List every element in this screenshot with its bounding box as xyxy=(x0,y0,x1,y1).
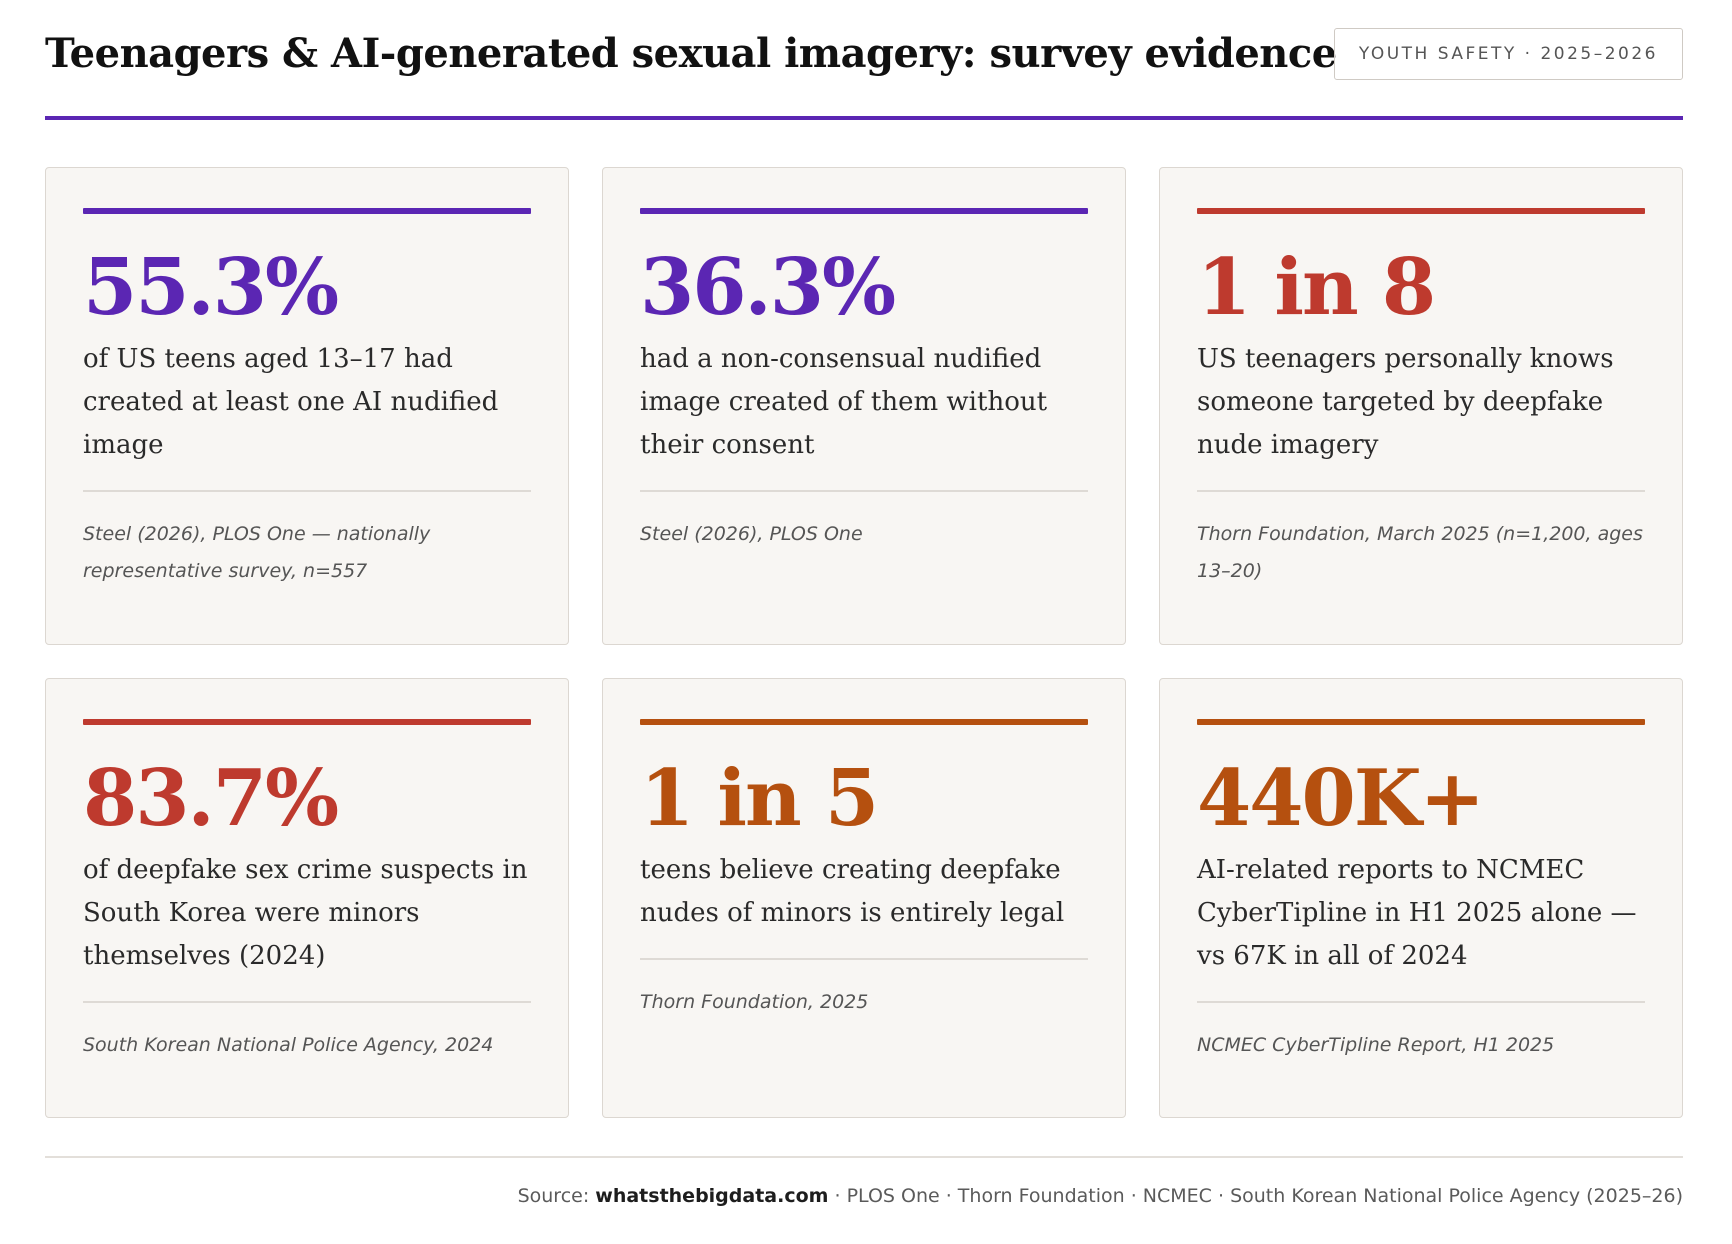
stat-card: 1 in 5 teens believe creating deepfake n… xyxy=(602,678,1126,1118)
source-site-link[interactable]: whatsthebigdata.com xyxy=(595,1185,829,1207)
stat-value: 55.3% xyxy=(83,242,339,333)
stat-source: Steel (2026), PLOS One xyxy=(640,522,863,545)
card-divider xyxy=(640,958,1088,960)
stat-description: teens believe creating deepfake nudes of… xyxy=(640,855,1065,928)
stat-description: of deepfake sex crime suspects in South … xyxy=(83,855,528,971)
card-divider xyxy=(1197,490,1645,492)
stat-description: of US teens aged 13–17 had created at le… xyxy=(83,344,499,460)
card-accent-bar xyxy=(640,208,1088,214)
stat-source: South Korean National Police Agency, 202… xyxy=(83,1033,494,1056)
stat-card: 83.7% of deepfake sex crime suspects in … xyxy=(45,678,569,1118)
stat-description: AI-related reports to NCMEC CyberTipline… xyxy=(1197,855,1637,971)
card-accent-bar xyxy=(1197,719,1645,725)
stat-source: Thorn Foundation, March 2025 (n=1,200, a… xyxy=(1197,522,1643,582)
card-accent-bar xyxy=(83,208,531,214)
stat-value: 1 in 5 xyxy=(640,753,879,844)
card-accent-bar xyxy=(1197,208,1645,214)
card-divider xyxy=(83,1001,531,1003)
stat-value: 36.3% xyxy=(640,242,896,333)
stat-value: 1 in 8 xyxy=(1197,242,1436,333)
stat-value: 440K+ xyxy=(1197,753,1485,844)
stat-card: 1 in 8 US teenagers personally knows som… xyxy=(1159,167,1683,645)
stat-card: 36.3% had a non-consensual nudified imag… xyxy=(602,167,1126,645)
stat-source: NCMEC CyberTipline Report, H1 2025 xyxy=(1197,1033,1555,1056)
stat-source: Thorn Foundation, 2025 xyxy=(640,990,869,1013)
source-footer: Source: whatsthebigdata.com · PLOS One ·… xyxy=(518,1185,1683,1207)
stat-description: US teenagers personally knows someone ta… xyxy=(1197,344,1614,460)
topic-badge: YOUTH SAFETY · 2025–2026 xyxy=(1333,28,1683,80)
card-divider xyxy=(1197,1001,1645,1003)
stat-card: 55.3% of US teens aged 13–17 had created… xyxy=(45,167,569,645)
card-divider xyxy=(83,490,531,492)
stat-value: 83.7% xyxy=(83,753,339,844)
card-accent-bar xyxy=(83,719,531,725)
footer-divider xyxy=(45,1156,1683,1158)
stat-source: Steel (2026), PLOS One — nationally repr… xyxy=(83,522,431,582)
page-title: Teenagers & AI-generated sexual imagery:… xyxy=(45,30,1337,77)
footer-sources: · PLOS One · Thorn Foundation · NCMEC · … xyxy=(828,1185,1683,1207)
stat-description: had a non-consensual nudified image crea… xyxy=(640,344,1048,460)
page-header: Teenagers & AI-generated sexual imagery:… xyxy=(45,28,1683,120)
card-divider xyxy=(640,490,1088,492)
stat-card: 440K+ AI-related reports to NCMEC CyberT… xyxy=(1159,678,1683,1118)
card-accent-bar xyxy=(640,719,1088,725)
footer-prefix: Source: xyxy=(517,1185,596,1207)
stat-card-grid: 55.3% of US teens aged 13–17 had created… xyxy=(45,167,1683,1118)
